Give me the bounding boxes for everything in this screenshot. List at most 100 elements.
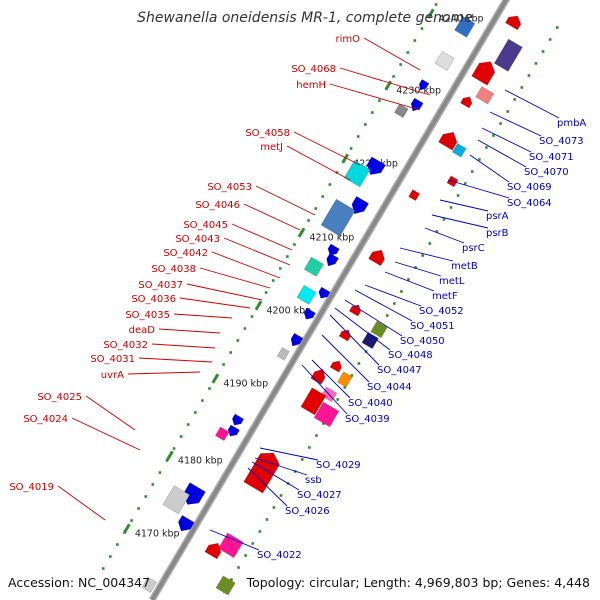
reverse-gene-block — [303, 307, 316, 320]
forward-gene-block-shape — [338, 329, 351, 342]
ruler-dot-right — [208, 387, 211, 390]
forward-gene-label: SO_4036 — [131, 294, 176, 305]
ruler-dot-left — [230, 578, 233, 581]
forward-gene-label: SO_4046 — [195, 200, 240, 211]
ruler-dot-left — [251, 542, 255, 545]
reverse-gene-label: SO_4050 — [400, 336, 445, 347]
forward-gene-block-shape — [493, 38, 523, 72]
ruler-dot-right — [165, 459, 169, 462]
reverse-gene-label: SO_4071 — [529, 152, 574, 163]
forward-gene-block — [217, 532, 244, 559]
forward-gene-block — [310, 368, 326, 385]
ruler-dot-right — [137, 507, 140, 510]
accession-text: Accession: NC_004347 — [8, 575, 151, 590]
reverse-leader-line — [311, 359, 351, 399]
genome-title: Shewanella oneidensis MR-1, complete gen… — [137, 10, 473, 26]
forward-gene-label: SO_4032 — [103, 340, 148, 351]
reverse-gene-block-shape — [162, 485, 191, 515]
kbp-label: 4180 kbp — [178, 456, 223, 467]
reverse-gene-label: SO_4069 — [507, 182, 552, 193]
reverse-leader-line — [329, 314, 380, 366]
ruler-dot-right — [222, 363, 225, 366]
reverse-gene-block-shape — [418, 79, 430, 91]
reverse-gene-block — [276, 347, 290, 361]
forward-leader-line — [363, 37, 421, 71]
forward-gene-block-shape — [310, 368, 326, 385]
forward-gene-label: uvrA — [101, 370, 124, 381]
ruler-dot-left — [343, 386, 347, 389]
reverse-gene-block — [410, 97, 424, 112]
forward-gene-block-shape — [313, 401, 340, 428]
forward-leader-line — [243, 203, 301, 231]
forward-gene-block — [505, 15, 522, 31]
forward-gene-block — [370, 320, 388, 339]
ruler-dot-left — [385, 314, 389, 317]
reverse-gene-block — [177, 514, 195, 532]
reverse-gene-block-shape — [227, 424, 240, 437]
kbp-label: 4170 kbp — [135, 529, 180, 540]
ruler-dot-right — [264, 291, 268, 294]
forward-leader-line — [127, 371, 201, 375]
forward-gene-block — [460, 96, 473, 109]
reverse-gene-label: SO_4052 — [419, 306, 464, 317]
reverse-gene-label: pmbA — [557, 118, 586, 129]
forward-gene-block-shape — [215, 575, 236, 596]
reverse-gene-label: SO_4029 — [316, 460, 361, 471]
ruler-dot-right — [314, 207, 317, 210]
ruler-dot-left — [315, 434, 318, 437]
ruler-dot-left — [336, 398, 339, 401]
reverse-gene-block — [343, 160, 371, 188]
ruler-dot-right — [356, 135, 360, 138]
ruler-dot-right — [158, 471, 162, 474]
reverse-gene-block-shape — [351, 195, 370, 215]
reverse-leader-line — [247, 467, 288, 507]
reverse-leader-line — [477, 139, 527, 168]
reverse-gene-block — [454, 15, 476, 38]
reverse-leader-line — [209, 529, 260, 551]
ruler-dot-left — [527, 74, 531, 77]
reverse-gene-block — [351, 195, 370, 215]
forward-leader-line — [339, 67, 431, 96]
ruler-dot-left — [272, 506, 276, 509]
forward-gene-block-shape — [438, 131, 458, 151]
ruler-dot-left — [407, 278, 410, 281]
reverse-gene-block-shape — [296, 284, 317, 305]
kbp-label: 4200 kbp — [266, 306, 311, 317]
forward-gene-block-shape — [337, 371, 353, 388]
reverse-leader-line — [301, 364, 348, 415]
reverse-gene-block — [303, 256, 324, 277]
reverse-leader-line — [439, 199, 489, 212]
forward-gene-block — [313, 401, 340, 428]
forward-gene-label: SO_4045 — [183, 220, 228, 231]
reverse-gene-block-shape — [214, 426, 230, 442]
forward-gene-label: SO_4019 — [9, 482, 54, 493]
reverse-gene-block-shape — [290, 332, 304, 347]
reverse-gene-block — [366, 156, 386, 176]
ruler-dot-left — [265, 518, 269, 521]
forward-gene-block — [300, 387, 327, 416]
ruler-dot-right — [293, 243, 296, 246]
ruler-dot-right — [179, 435, 183, 438]
forward-gene-label: SO_4025 — [37, 392, 82, 403]
forward-leader-line — [138, 357, 213, 363]
reverse-gene-block — [231, 413, 245, 426]
ruler-dot-left — [414, 266, 417, 269]
ruler-dot-left — [478, 158, 481, 161]
reverse-gene-label: SO_4027 — [297, 490, 342, 501]
forward-gene-label: hemH — [296, 80, 326, 91]
forward-gene-label: SO_4038 — [151, 264, 196, 275]
ruler-dot-left — [534, 62, 538, 65]
reverse-gene-block — [290, 332, 304, 347]
reverse-gene-label: psrB — [486, 228, 509, 239]
forward-leader-line — [329, 83, 421, 111]
ruler-dot-right — [144, 495, 148, 498]
ruler-dot-left — [428, 242, 432, 245]
forward-gene-block — [475, 86, 495, 105]
ruler-dot-left — [393, 302, 396, 305]
ruler-dot-left — [308, 446, 311, 449]
ruler-dot-right — [229, 351, 233, 354]
ruler-dot-left — [279, 494, 283, 497]
forward-gene-label: rimO — [335, 34, 360, 45]
reverse-gene-block-shape — [434, 50, 455, 71]
